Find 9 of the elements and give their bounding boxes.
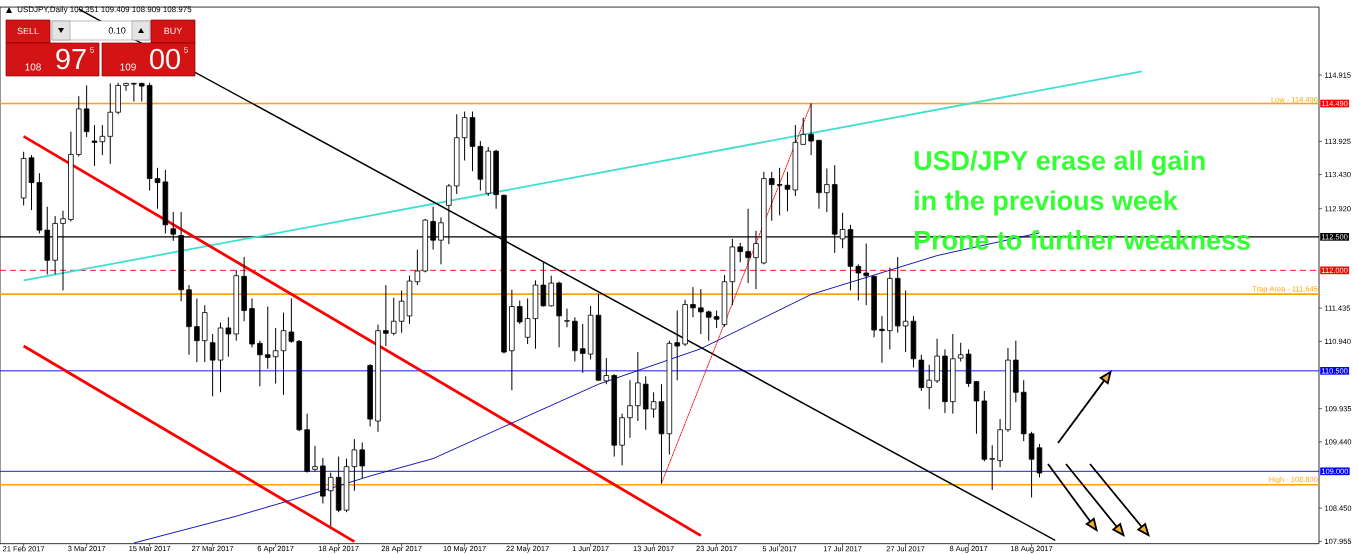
annotation: in the previous week — [915, 190, 1178, 216]
annotation: 97 — [56, 48, 86, 70]
annotation: 00 — [150, 48, 180, 70]
annotation: 109 — [120, 63, 136, 71]
annotation: 0.10 — [108, 27, 126, 34]
annotation: 108 — [25, 63, 41, 71]
annotation: USD/JPY erase all gain — [914, 150, 1205, 176]
annotation: BUY — [164, 27, 183, 35]
annotation: SELL — [17, 27, 39, 35]
